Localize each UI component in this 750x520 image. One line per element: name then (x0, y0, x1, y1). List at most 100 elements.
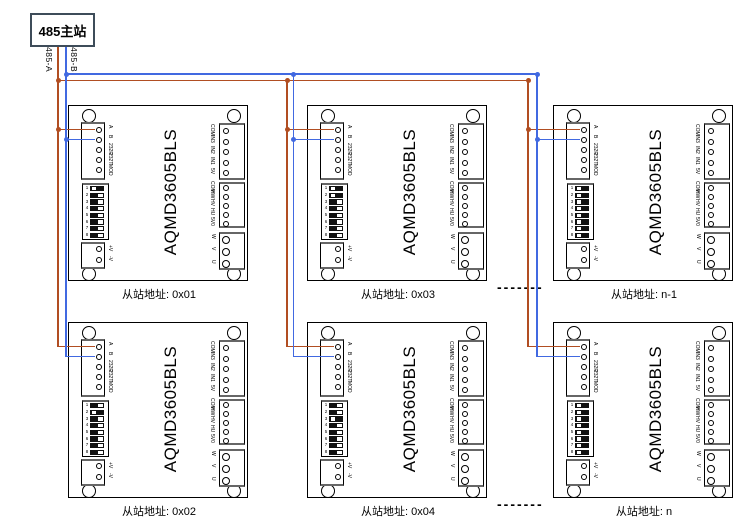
pin-label: IN1 (448, 374, 454, 382)
dip-number: 3 (324, 198, 328, 204)
terminal-pin (223, 194, 229, 200)
wire-segment (536, 74, 538, 357)
terminal-pin (223, 203, 229, 209)
terminal-pin (462, 194, 468, 200)
terminal-pin (708, 128, 714, 134)
pin-label: V (449, 247, 455, 251)
dip-switch-handle (330, 186, 335, 191)
pin-label: 5V0 (448, 434, 454, 443)
board-model-label: AQMD3605BLS (161, 128, 180, 256)
dip-number: 6 (85, 218, 89, 224)
pin-label: IN3 (448, 135, 454, 143)
pin-label: 232T (592, 370, 598, 382)
signal-terminal-block (704, 123, 730, 180)
comm-terminal-block (566, 122, 590, 180)
pin-label: 232R (346, 360, 352, 372)
pin-label: COM (448, 124, 454, 136)
dip-switch (329, 212, 343, 219)
wire-junction-dot (63, 71, 69, 77)
terminal-pin (708, 170, 714, 176)
dip-switch (575, 402, 589, 409)
wire-segment (66, 138, 95, 141)
dip-switch-handle (98, 403, 103, 408)
dip-number: 2 (570, 409, 574, 415)
pin-label: MOD (107, 381, 113, 393)
pin-label: +V (107, 462, 113, 469)
terminal-pin (335, 364, 341, 370)
signal-terminal-block (219, 340, 245, 397)
pin-label: V (210, 247, 216, 251)
dip-switch-handle (337, 423, 342, 428)
dip-number: 3 (324, 415, 328, 421)
pin-label: A (592, 125, 598, 129)
terminal-pin (223, 355, 229, 362)
pin-label: 5V0 (209, 434, 215, 443)
dip-number: 1 (570, 185, 574, 191)
terminal-pin (581, 463, 587, 469)
wire-segment (537, 355, 580, 358)
dip-number: 6 (570, 435, 574, 441)
dip-switch (90, 429, 104, 436)
board-model-label: AQMD3605BLS (161, 345, 180, 473)
wire-junction-dot (55, 127, 61, 132)
dip-number: 6 (570, 218, 574, 224)
pin-label: +V (592, 462, 598, 469)
terminal-pin (223, 159, 229, 166)
dip-switch (575, 442, 589, 449)
pin-label: 232R (107, 143, 113, 155)
pin-label: MOD (592, 164, 598, 176)
dip-number: 2 (570, 192, 574, 198)
pin-label: IN3 (694, 352, 700, 360)
wire-junction-dot (525, 78, 531, 83)
terminal-pin (462, 355, 468, 362)
dip-number: 7 (570, 225, 574, 231)
dip-switch-handle (337, 403, 342, 408)
dip-switch (90, 212, 104, 219)
power-terminal-block (320, 459, 344, 486)
terminal-pin (581, 127, 587, 133)
pin-label: HW (448, 190, 454, 199)
pin-label: 5V (448, 385, 454, 392)
pin-label: -V (346, 256, 352, 261)
comm-terminal-block (566, 339, 590, 397)
terminal-pin (461, 236, 469, 244)
dip-switch (575, 192, 589, 199)
pin-label: HW (694, 190, 700, 199)
pin-label: COM (448, 398, 454, 410)
slave-address-label: 从站地址: 0x01 (122, 289, 196, 301)
wire-junction-dot (291, 71, 296, 77)
dip-switch-handle (98, 417, 103, 421)
hall-terminal-block (704, 182, 730, 228)
power-terminal-block (81, 459, 105, 486)
pin-label: IN2 (448, 146, 454, 154)
dip-switch (90, 185, 104, 192)
dip-number: 6 (85, 435, 89, 441)
terminal-pin (708, 159, 714, 166)
dip-switch-handle (98, 423, 103, 428)
dip-number: 8 (85, 232, 89, 237)
terminal-pin (335, 354, 341, 360)
pin-label: COM (448, 341, 454, 353)
dip-switch (575, 409, 589, 416)
slave-address-label: 从站地址: n-1 (610, 289, 677, 301)
pin-label: MOD (346, 381, 352, 393)
pin-label: 232R (346, 143, 352, 155)
terminal-pin (462, 138, 468, 145)
dip-switch-handle (98, 430, 103, 435)
pin-label: COM (694, 181, 700, 193)
terminal-pin (707, 477, 715, 485)
pin-label: W (210, 234, 216, 239)
terminal-pin (223, 221, 229, 227)
wire-junction-dot (534, 71, 540, 77)
pin-label: A (107, 342, 113, 346)
dip-number: 4 (570, 205, 574, 211)
dip-switch (329, 449, 343, 455)
mounting-hole-icon (567, 326, 581, 340)
master-station-box: 485主站 (30, 13, 95, 47)
terminal-pin (461, 260, 469, 268)
dip-switch-handle (98, 200, 103, 204)
pin-label: 232T (346, 370, 352, 382)
mounting-hole-icon (82, 484, 96, 498)
dip-switch-handle (337, 226, 342, 231)
